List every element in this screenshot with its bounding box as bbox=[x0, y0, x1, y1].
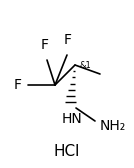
Text: HCl: HCl bbox=[54, 144, 80, 159]
Text: F: F bbox=[14, 78, 22, 92]
Text: NH₂: NH₂ bbox=[100, 119, 126, 133]
Text: &1: &1 bbox=[80, 61, 92, 71]
Text: F: F bbox=[41, 38, 49, 52]
Text: F: F bbox=[64, 33, 72, 47]
Text: HN: HN bbox=[62, 112, 82, 126]
